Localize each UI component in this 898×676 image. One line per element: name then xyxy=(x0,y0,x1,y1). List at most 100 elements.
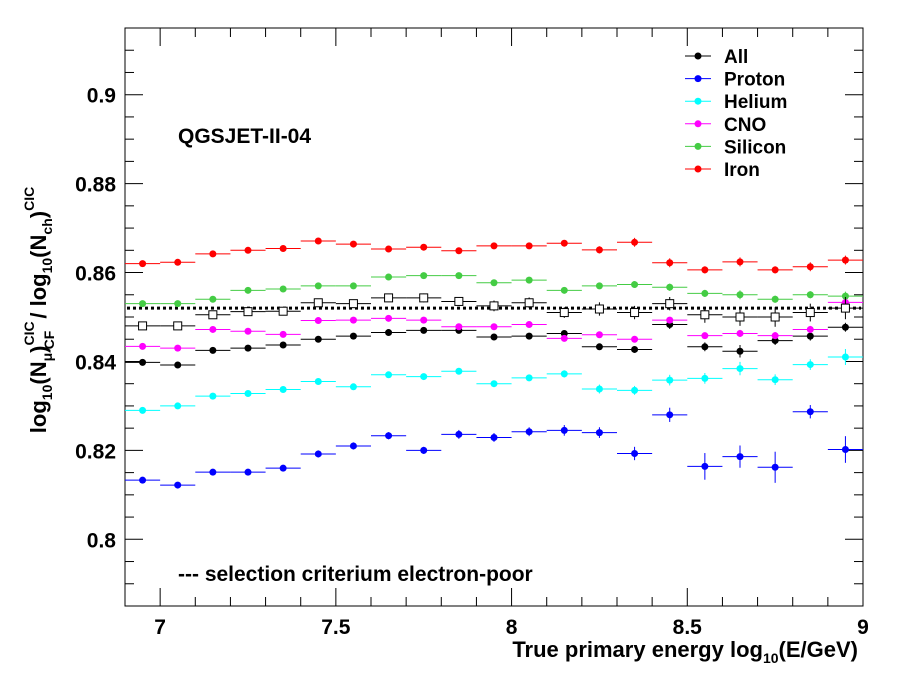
data-point xyxy=(560,370,568,378)
data-point xyxy=(349,442,357,450)
data-point xyxy=(384,293,394,303)
x-tick-labels: 7 7.5 8 8.5 9 xyxy=(154,616,869,639)
data-point xyxy=(524,298,534,308)
data-point xyxy=(841,256,849,264)
data-point xyxy=(771,332,779,340)
data-point xyxy=(806,332,814,340)
data-point xyxy=(560,426,568,434)
data-point xyxy=(736,258,744,266)
legend-label: Iron xyxy=(724,160,760,181)
y-tick-label: 0.88 xyxy=(75,174,116,197)
y-axis-title: log10(Nμ)CIC CF / log10(Nch)CIC xyxy=(21,187,57,433)
data-point xyxy=(806,263,814,271)
data-point xyxy=(665,299,675,309)
data-point xyxy=(244,327,252,335)
legend-label: Silicon xyxy=(724,137,786,158)
series-cno xyxy=(125,297,863,352)
data-point xyxy=(806,361,814,369)
legend-item: CNO xyxy=(685,115,766,136)
data-point xyxy=(420,446,428,454)
data-point xyxy=(385,314,393,322)
data-point xyxy=(385,371,393,379)
legend-marker xyxy=(694,142,702,150)
legend-label: All xyxy=(724,47,748,68)
data-point xyxy=(455,430,463,438)
data-point xyxy=(631,449,639,457)
series-silicon xyxy=(125,272,863,308)
x-tick-label: 7.5 xyxy=(321,616,351,639)
data-point xyxy=(244,468,252,476)
data-point xyxy=(736,347,744,355)
legend-item: All xyxy=(685,47,748,68)
data-point xyxy=(735,312,745,322)
data-point xyxy=(525,428,533,436)
data-point xyxy=(279,285,287,293)
data-point xyxy=(771,376,779,384)
data-point xyxy=(560,239,568,247)
data-point xyxy=(631,281,639,289)
data-point xyxy=(840,303,850,313)
data-point xyxy=(209,468,217,476)
data-point xyxy=(174,258,182,266)
data-point xyxy=(139,476,147,484)
data-point xyxy=(209,325,217,333)
data-point xyxy=(139,342,147,350)
data-point xyxy=(420,373,428,381)
data-point xyxy=(841,353,849,361)
data-point xyxy=(806,325,814,333)
data-point xyxy=(594,304,604,314)
data-point xyxy=(595,385,603,393)
legend-item: Silicon xyxy=(685,137,786,158)
y-tick-label: 0.8 xyxy=(87,529,117,552)
data-point xyxy=(490,279,498,287)
data-point xyxy=(349,240,357,248)
data-point xyxy=(420,316,428,324)
data-point xyxy=(349,282,357,290)
data-point xyxy=(313,298,323,308)
data-point xyxy=(560,286,568,294)
data-point xyxy=(279,385,287,393)
data-point xyxy=(455,272,463,280)
data-point xyxy=(525,276,533,284)
data-point xyxy=(701,462,709,470)
data-point xyxy=(595,246,603,254)
data-point xyxy=(385,273,393,281)
data-point xyxy=(174,361,182,369)
data-point xyxy=(348,299,358,309)
data-point xyxy=(666,411,674,419)
data-point xyxy=(278,306,288,316)
legend-label: CNO xyxy=(724,115,766,136)
data-point xyxy=(736,329,744,337)
data-point xyxy=(314,335,322,343)
data-point xyxy=(560,329,568,337)
data-point xyxy=(595,343,603,351)
data-point xyxy=(490,380,498,388)
data-point xyxy=(314,237,322,245)
data-point xyxy=(174,344,182,352)
series-proton xyxy=(125,405,863,489)
data-point xyxy=(771,337,779,345)
data-point xyxy=(771,266,779,274)
data-point xyxy=(420,243,428,251)
legend-marker xyxy=(694,97,702,105)
data-point xyxy=(805,308,815,318)
y-tick-label: 0.84 xyxy=(75,351,116,374)
data-point xyxy=(455,247,463,255)
legend-marker xyxy=(694,165,702,173)
x-tick-label: 8.5 xyxy=(673,616,703,639)
legend-marker xyxy=(694,120,702,128)
data-point xyxy=(174,300,182,308)
data-point xyxy=(279,245,287,253)
data-point xyxy=(420,272,428,280)
y-tick-label: 0.86 xyxy=(75,263,116,286)
data-point xyxy=(525,242,533,250)
data-point xyxy=(841,292,849,300)
plot-area xyxy=(124,27,864,607)
data-point xyxy=(770,312,780,322)
data-point xyxy=(841,323,849,331)
data-point xyxy=(631,238,639,246)
data-point xyxy=(560,334,568,342)
data-point xyxy=(736,453,744,461)
data-point xyxy=(701,374,709,382)
